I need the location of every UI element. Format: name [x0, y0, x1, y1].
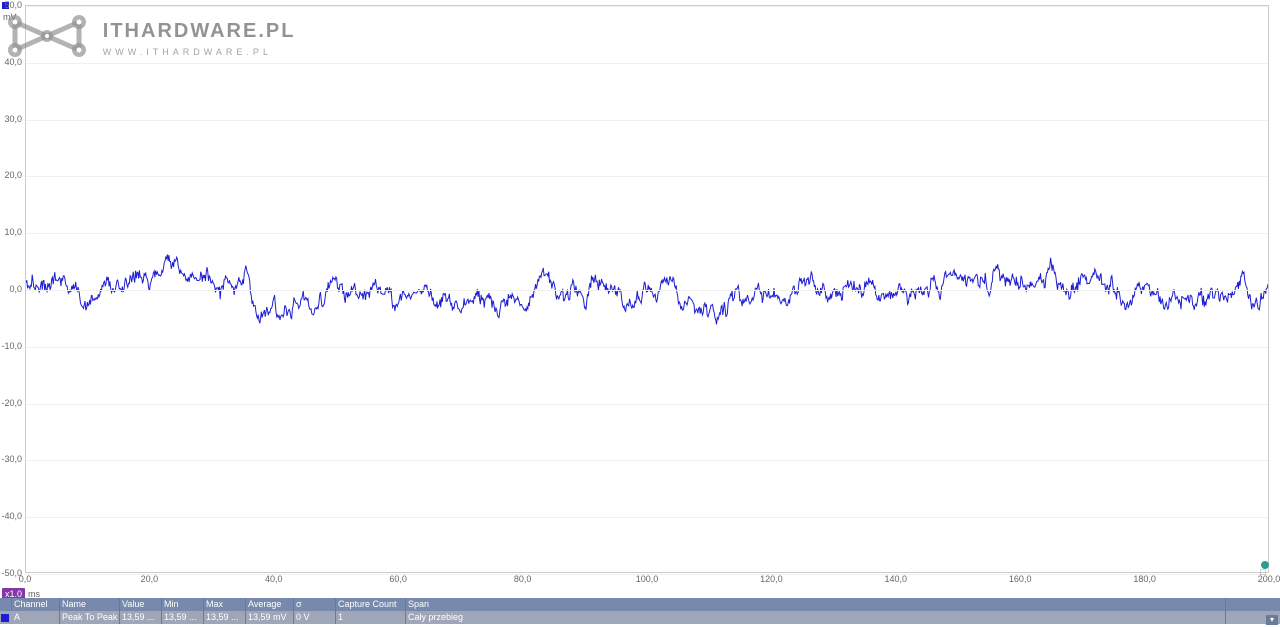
watermark-icon: [2, 12, 92, 60]
cell-average: 13,59 mV: [246, 611, 294, 624]
channel-color-marker: [1, 614, 9, 622]
column-header-sigma[interactable]: σ: [294, 598, 336, 611]
y-axis: 50,040,030,020,010,00,0-10,0-20,0-30,0-4…: [0, 0, 25, 573]
x-tick-label: 160,0: [1009, 574, 1032, 584]
plot-area[interactable]: [25, 5, 1269, 573]
cell-capture_count: 1: [336, 611, 406, 624]
gridline: [26, 63, 1268, 64]
cell-sigma: 0 V: [294, 611, 336, 624]
x-tick-label: 100,0: [636, 574, 659, 584]
x-tick-label: 20,0: [141, 574, 159, 584]
gridline: [26, 404, 1268, 405]
x-tick-label: 120,0: [760, 574, 783, 584]
y-tick-label: -20,0: [1, 398, 22, 408]
measurement-header: ChannelNameValueMinMaxAverageσCapture Co…: [0, 598, 1280, 611]
y-tick-label: 50,0: [4, 0, 22, 10]
cell-span: Cały przebieg: [406, 611, 1226, 624]
y-tick-label: -40,0: [1, 511, 22, 521]
x-axis: 0,020,040,060,080,0100,0120,0140,0160,01…: [25, 574, 1269, 586]
gridline: [26, 176, 1268, 177]
gridline: [26, 460, 1268, 461]
gridline: [26, 233, 1268, 234]
cell-name: Peak To Peak: [60, 611, 120, 624]
column-header-value[interactable]: Value: [120, 598, 162, 611]
column-header-min[interactable]: Min: [162, 598, 204, 611]
y-tick-label: -10,0: [1, 341, 22, 351]
y-tick-label: 10,0: [4, 227, 22, 237]
column-header-name[interactable]: Name: [60, 598, 120, 611]
gridline: [26, 6, 1268, 7]
cell-min: 13,59 ...: [162, 611, 204, 624]
gridline: [26, 290, 1268, 291]
cell-channel: A: [12, 611, 60, 624]
x-tick-label: 40,0: [265, 574, 283, 584]
y-tick-label: -30,0: [1, 454, 22, 464]
y-tick-label: 0,0: [9, 284, 22, 294]
measurement-panel: ChannelNameValueMinMaxAverageσCapture Co…: [0, 598, 1280, 627]
x-tick-label: 60,0: [389, 574, 407, 584]
oscilloscope-chart: mV 50,040,030,020,010,00,0-10,0-20,0-30,…: [0, 0, 1280, 598]
x-tick-label: 0,0: [19, 574, 32, 584]
waveform: [26, 6, 1268, 572]
column-header-max[interactable]: Max: [204, 598, 246, 611]
gridline: [26, 517, 1268, 518]
column-header-channel[interactable]: Channel: [12, 598, 60, 611]
column-header-average[interactable]: Average: [246, 598, 294, 611]
measurement-row[interactable]: APeak To Peak13,59 ...13,59 ...13,59 ...…: [0, 611, 1280, 624]
x-tick-label: 180,0: [1133, 574, 1156, 584]
cell-max: 13,59 ...: [204, 611, 246, 624]
expand-panel-icon[interactable]: ▾: [1266, 615, 1278, 625]
x-tick-label: 80,0: [514, 574, 532, 584]
column-header-span[interactable]: Span: [406, 598, 1226, 611]
watermark-subtitle: WWW.ITHARDWARE.PL: [103, 47, 296, 57]
y-tick-label: 20,0: [4, 170, 22, 180]
y-tick-label: 30,0: [4, 114, 22, 124]
watermark-title: ITHARDWARE.PL: [103, 20, 296, 43]
x-tick-label: 140,0: [885, 574, 908, 584]
gridline: [26, 347, 1268, 348]
gridline: [26, 120, 1268, 121]
capture-end-marker: [1261, 561, 1269, 569]
cell-value: 13,59 ...: [120, 611, 162, 624]
column-header-capture_count[interactable]: Capture Count: [336, 598, 406, 611]
watermark: ITHARDWARE.PL WWW.ITHARDWARE.PL: [2, 12, 295, 60]
